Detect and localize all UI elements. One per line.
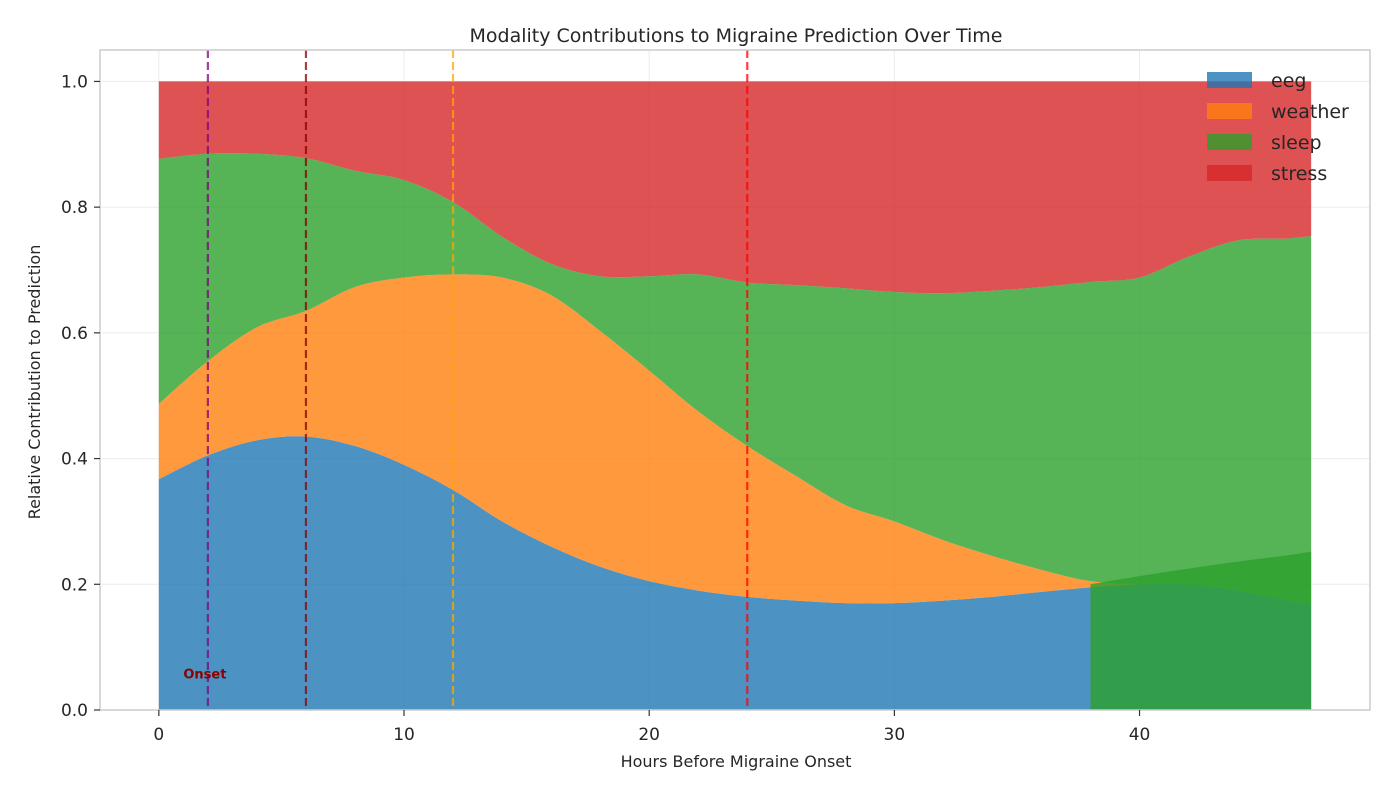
- area-overlay-eeg: [1090, 551, 1312, 710]
- area-layer: [158, 81, 1312, 710]
- y-tick-label-4: 0.8: [61, 198, 88, 218]
- annotation-0: Onset: [183, 668, 226, 683]
- legend-label-stress: stress: [1271, 163, 1327, 185]
- y-tick-label-3: 0.6: [61, 324, 88, 344]
- plot-frame: [99, 49, 1371, 711]
- chart-title: Modality Contributions to Migraine Predi…: [470, 25, 1003, 47]
- vline-layer: Onset: [183, 50, 749, 710]
- legend-label-eeg: eeg: [1271, 70, 1306, 92]
- legend-label-weather: weather: [1271, 101, 1349, 123]
- x-tick-label-1: 10: [393, 725, 415, 745]
- y-tick-label-5: 1.0: [61, 72, 88, 92]
- x-tick-label-3: 30: [884, 725, 906, 745]
- y-tick-label-0: 0.0: [61, 701, 88, 721]
- y-tick-label-2: 0.4: [61, 450, 88, 470]
- legend-swatch-weather: [1207, 103, 1252, 119]
- x-tick-label-0: 0: [153, 725, 164, 745]
- area-weather: [158, 274, 1312, 605]
- x-tick-label-4: 40: [1129, 725, 1151, 745]
- legend-label-sleep: sleep: [1271, 132, 1322, 154]
- y-tick-label-1: 0.2: [61, 575, 88, 595]
- x-tick-label-2: 20: [638, 725, 660, 745]
- legend-swatch-sleep: [1207, 134, 1252, 150]
- legend: eeg weather sleep stress: [1207, 70, 1349, 185]
- area-eeg: [158, 436, 1312, 710]
- legend-swatch-eeg: [1207, 72, 1252, 88]
- y-axis-title: Relative Contribution to Prediction: [25, 245, 44, 520]
- area-stress: [158, 81, 1312, 294]
- area-sleep: [158, 153, 1312, 605]
- x-axis-title: Hours Before Migraine Onset: [621, 752, 852, 771]
- legend-swatch-stress: [1207, 165, 1252, 181]
- axes: 0 10 20 30 40 0.0 0.2 0.4 0.6 0.8 1.0: [61, 49, 1371, 745]
